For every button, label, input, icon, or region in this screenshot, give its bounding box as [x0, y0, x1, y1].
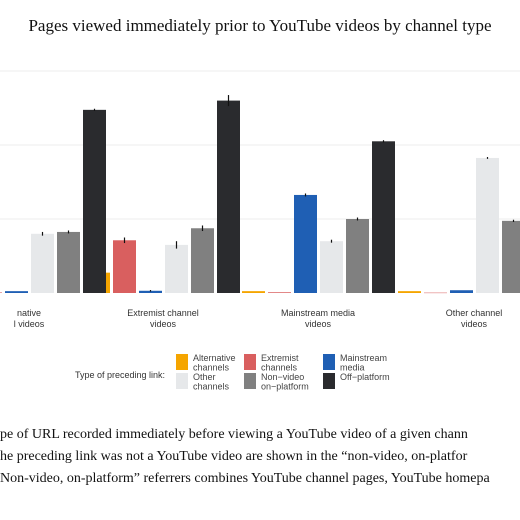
- legend-label: Off−platform: [340, 372, 390, 382]
- legend-label: Extremist: [261, 353, 299, 363]
- bar: [5, 291, 28, 293]
- category-tick-label: Extremist channel: [127, 308, 199, 318]
- category-tick-label: native: [17, 308, 41, 318]
- category-tick-label: videos: [305, 319, 332, 329]
- bar: [294, 194, 317, 293]
- legend-swatch: [244, 354, 256, 370]
- chart-title: Pages viewed immediately prior to YouTub…: [28, 16, 492, 35]
- bar: [320, 241, 343, 293]
- bars: [0, 95, 520, 294]
- caption-line: he preceding link was not a YouTube vide…: [0, 449, 468, 464]
- bar: [476, 157, 499, 293]
- bar: [83, 109, 106, 293]
- category-tick-label: videos: [461, 319, 488, 329]
- legend-swatch: [244, 373, 256, 389]
- bar: [113, 240, 136, 293]
- caption-line: Non-video, on-platform” referrers combin…: [0, 471, 490, 486]
- legend-label: media: [340, 363, 365, 373]
- bar: [31, 233, 54, 293]
- bar: [424, 292, 447, 294]
- legend-label: channels: [261, 363, 298, 373]
- bar: [0, 292, 2, 293]
- legend-swatch: [176, 373, 188, 389]
- bar: [217, 100, 240, 293]
- category-tick-label: videos: [150, 319, 177, 329]
- legend-label: channels: [193, 363, 230, 373]
- figure-caption: pe of URL recorded immediately before vi…: [0, 424, 520, 490]
- legend-label: channels: [193, 382, 230, 392]
- legend-swatch: [176, 354, 188, 370]
- legend-label: Non−video: [261, 372, 304, 382]
- bar: [139, 290, 162, 293]
- bar: [242, 291, 265, 293]
- bar: [57, 231, 80, 293]
- legend-label: Alternative: [193, 353, 236, 363]
- legend-label: on−platform: [261, 382, 309, 392]
- legend-label: Mainstream: [340, 353, 387, 363]
- gridlines: [0, 70, 520, 220]
- bar: [346, 219, 369, 293]
- caption-line: pe of URL recorded immediately before vi…: [0, 427, 468, 442]
- bar: [372, 141, 395, 293]
- legend: Type of preceding link: Alternativechann…: [75, 353, 390, 392]
- bar: [191, 228, 214, 293]
- bar: [398, 291, 421, 293]
- legend-swatch: [323, 354, 335, 370]
- category-tick-label: Other channel: [446, 308, 503, 318]
- legend-title: Type of preceding link:: [75, 370, 165, 380]
- bar: [450, 290, 473, 293]
- legend-swatch: [323, 373, 335, 389]
- category-tick-label: Mainstream media: [281, 308, 355, 318]
- bar: [502, 220, 520, 293]
- bar: [165, 244, 188, 293]
- bar: [268, 292, 291, 293]
- legend-label: Other: [193, 372, 216, 382]
- category-tick-label: l videos: [14, 319, 45, 329]
